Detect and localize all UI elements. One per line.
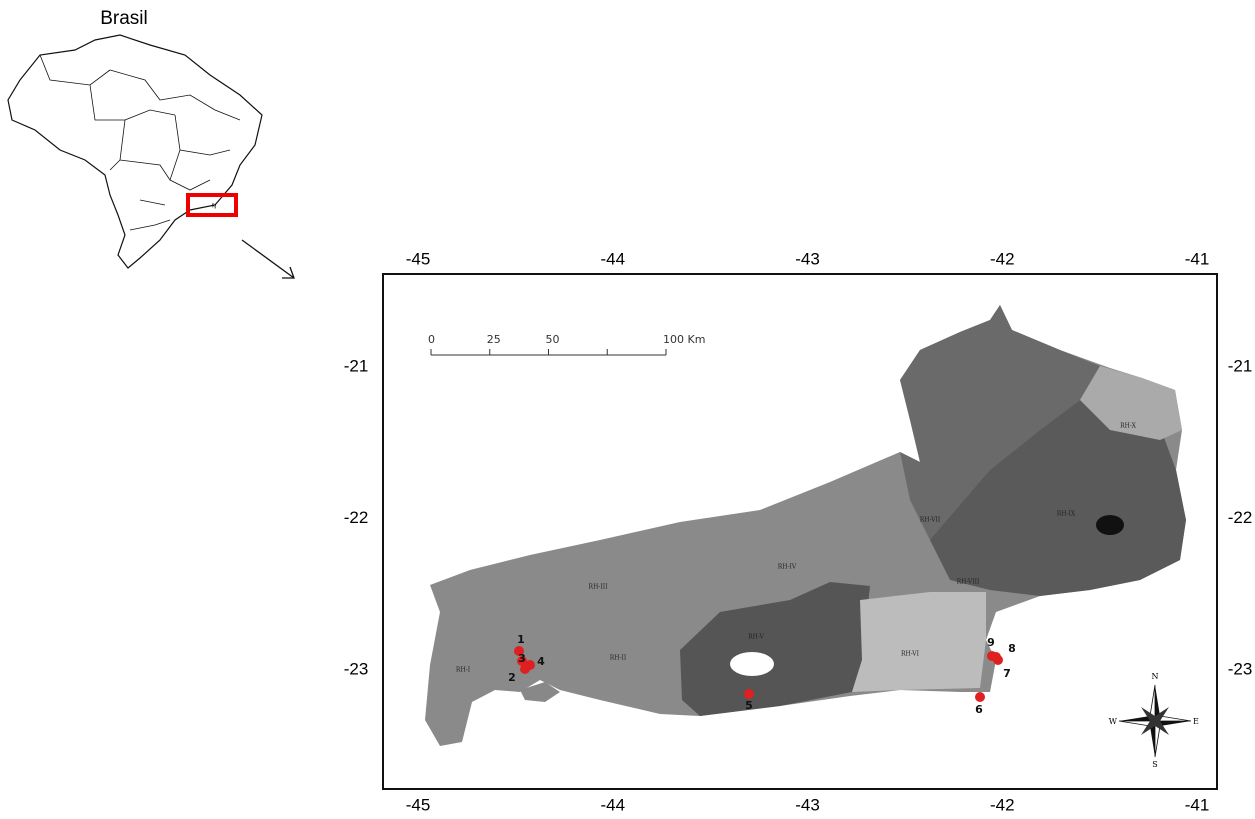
- compass-w: W: [1109, 717, 1118, 726]
- state-borders: [40, 55, 240, 230]
- lon-tick-bottom: -44: [600, 795, 625, 814]
- lon-tick-top: -43: [795, 249, 820, 268]
- lat-tick-right: -22: [1228, 508, 1253, 527]
- site-label: 3: [518, 652, 526, 665]
- region-label: RH-III: [589, 584, 609, 591]
- compass-s: S: [1152, 760, 1157, 769]
- lon-tick-top: -42: [990, 249, 1015, 268]
- site-label: 6: [975, 703, 983, 716]
- lat-tick-left: -22: [344, 508, 369, 527]
- region-label: RH-I: [456, 667, 471, 674]
- lat-tick-left: -23: [344, 659, 369, 678]
- lat-tick-right: -23: [1228, 659, 1253, 678]
- lat-tick-left: -21: [344, 356, 369, 375]
- lon-tick-bottom: -45: [406, 795, 431, 814]
- site-label: 4: [537, 655, 545, 668]
- lat-tick-right: -21: [1228, 356, 1253, 375]
- lon-tick-bottom: -43: [795, 795, 820, 814]
- map-figure: Brasil RJ 02550100 Km N S E W -45-45-44-…: [0, 0, 1255, 819]
- site-marker: [987, 651, 997, 661]
- site-label: 5: [745, 699, 753, 712]
- bay: [730, 652, 774, 676]
- region-label: RH-VIII: [957, 579, 980, 586]
- lon-tick-top: -41: [1185, 249, 1210, 268]
- site-marker: [525, 660, 535, 670]
- site-label: 9: [987, 636, 995, 649]
- lon-tick-bottom: -42: [990, 795, 1015, 814]
- lon-tick-top: -44: [600, 249, 625, 268]
- region-label: RH-II: [610, 655, 627, 662]
- inset-state-label: RJ: [212, 204, 217, 210]
- region-rh-vi: [852, 592, 986, 692]
- region-label: RH-IV: [778, 564, 797, 571]
- site-label: 8: [1008, 642, 1016, 655]
- arrow: [242, 240, 294, 278]
- region-label: RH-X: [1120, 423, 1137, 430]
- region-label: RH-V: [748, 634, 764, 641]
- lon-tick-top: -45: [406, 249, 431, 268]
- scale-label: 0: [428, 333, 435, 346]
- site-label: 7: [1003, 667, 1011, 680]
- lagoon: [1096, 515, 1124, 535]
- brazil-inset: [8, 35, 262, 268]
- site-marker: [975, 692, 985, 702]
- region-label: RH-VI: [901, 651, 920, 658]
- compass-n: N: [1152, 672, 1159, 681]
- lon-tick-bottom: -41: [1185, 795, 1210, 814]
- region-label: RH-VII: [920, 517, 941, 524]
- site-label: 2: [508, 671, 516, 684]
- scale-label: 50: [546, 333, 560, 346]
- site-marker: [744, 689, 754, 699]
- inset-label: Brasil: [100, 8, 148, 29]
- scale-label: 25: [487, 333, 501, 346]
- scale-label: 100 Km: [663, 333, 705, 346]
- region-label: RH-IX: [1057, 511, 1076, 518]
- site-label: 1: [517, 633, 525, 646]
- compass-e: E: [1193, 717, 1199, 726]
